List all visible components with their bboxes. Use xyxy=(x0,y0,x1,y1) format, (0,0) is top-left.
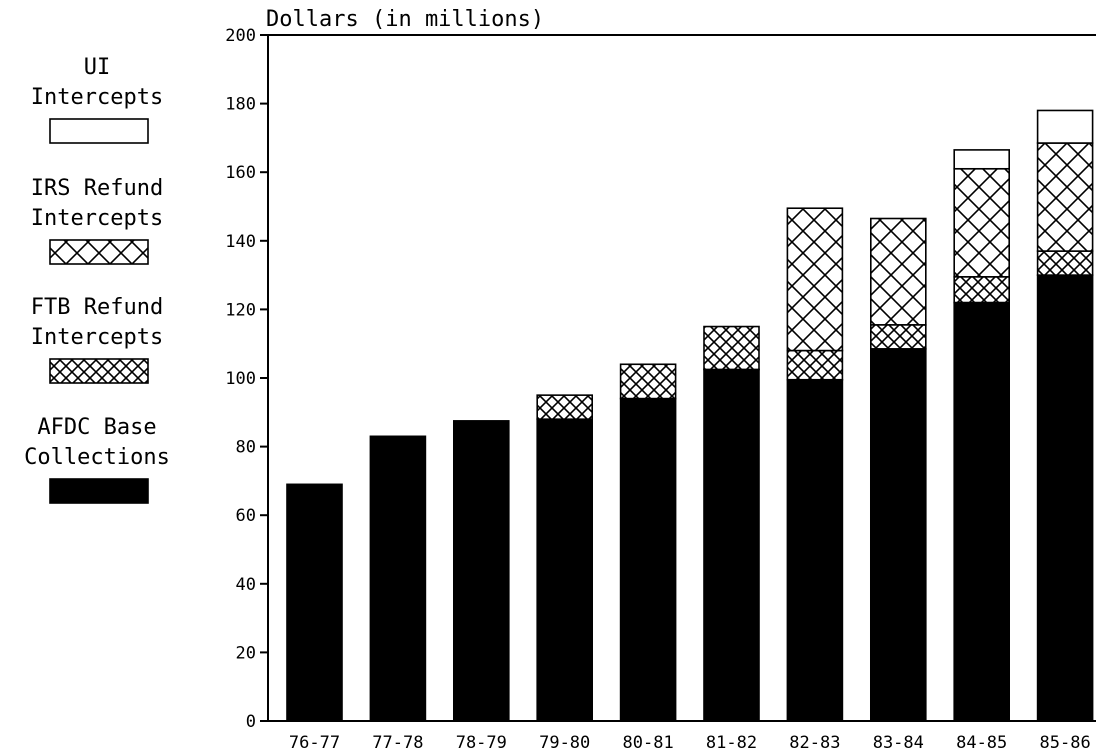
bar-segment-afdc xyxy=(1036,274,1094,722)
legend-label-ftb: Intercepts xyxy=(31,325,163,350)
x-tick-label: 85-86 xyxy=(1040,733,1091,753)
bar-segment-ftb xyxy=(869,324,927,350)
y-tick-label: 40 xyxy=(236,575,256,595)
legend-swatch-ui xyxy=(49,118,149,144)
bar-segment-ftb xyxy=(786,349,844,381)
y-tick-label: 60 xyxy=(236,506,256,526)
legend-label-ui: UI xyxy=(84,55,111,80)
legend-label-ui: Intercepts xyxy=(31,85,163,110)
bar-segment-afdc xyxy=(703,368,760,722)
y-tick-label: 80 xyxy=(236,438,256,458)
bar-segment-ftb xyxy=(953,276,1011,304)
bar-segment-ui xyxy=(953,149,1011,170)
legend-swatch-ftb xyxy=(49,358,149,384)
x-axis-labels: 76-77 77-78 78-79 79-80 80-81 81-82 82-83 83-84… xyxy=(289,733,1091,753)
legend-label-afdc: Collections xyxy=(24,445,170,470)
legend-swatch-irs xyxy=(49,239,149,265)
x-tick-label: 84-85 xyxy=(956,733,1007,753)
bars xyxy=(286,109,1094,722)
y-tick-label: 140 xyxy=(225,232,256,252)
x-tick-label: 83-84 xyxy=(873,733,924,753)
bar-segment-ftb xyxy=(619,363,677,400)
bar-segment-ftb xyxy=(1036,250,1094,276)
legend-label-ftb: FTB Refund xyxy=(31,295,163,320)
y-tick-label: 100 xyxy=(225,369,256,389)
bar-segment-afdc xyxy=(953,301,1011,722)
bar-segment-ftb xyxy=(703,325,760,371)
legend-label-afdc: AFDC Base xyxy=(37,415,156,440)
bar-segment-irs xyxy=(869,217,927,326)
bar-segment-afdc xyxy=(619,397,677,722)
y-tick-label: 120 xyxy=(225,300,256,320)
bar-segment-afdc xyxy=(369,435,427,722)
x-tick-label: 81-82 xyxy=(706,733,757,753)
y-axis-ticks: 0 20 40 60 80 100 120 140 160 180 200 xyxy=(225,26,268,732)
y-tick-label: 180 xyxy=(225,95,256,115)
bar-segment-afdc xyxy=(286,483,343,722)
legend-label-irs: IRS Refund xyxy=(31,176,163,201)
bar-segment-irs xyxy=(953,167,1011,278)
bar-segment-afdc xyxy=(536,418,594,722)
legend-swatch-afdc xyxy=(49,478,149,504)
y-tick-label: 160 xyxy=(225,163,256,183)
legend: UI Intercepts IRS Refund Intercepts FTB Refu… xyxy=(24,55,170,504)
y-axis-title: Dollars (in millions) xyxy=(266,7,544,32)
x-tick-label: 76-77 xyxy=(289,733,340,753)
bar-segment-irs xyxy=(786,207,844,352)
bar-segment-ftb xyxy=(536,394,594,420)
x-tick-label: 79-80 xyxy=(539,733,590,753)
bar-segment-afdc xyxy=(869,348,927,722)
y-tick-label: 20 xyxy=(236,643,256,663)
legend-label-irs: Intercepts xyxy=(31,206,163,231)
bar-segment-ui xyxy=(1036,109,1094,144)
y-tick-label: 0 xyxy=(246,712,256,732)
x-tick-label: 77-78 xyxy=(372,733,423,753)
bar-segment-afdc xyxy=(786,378,844,722)
bar-segment-afdc xyxy=(452,420,510,722)
bar-segment-irs xyxy=(1036,142,1094,252)
x-tick-label: 82-83 xyxy=(789,733,840,753)
x-tick-label: 80-81 xyxy=(623,733,674,753)
y-tick-label: 200 xyxy=(225,26,256,46)
x-tick-label: 78-79 xyxy=(456,733,507,753)
